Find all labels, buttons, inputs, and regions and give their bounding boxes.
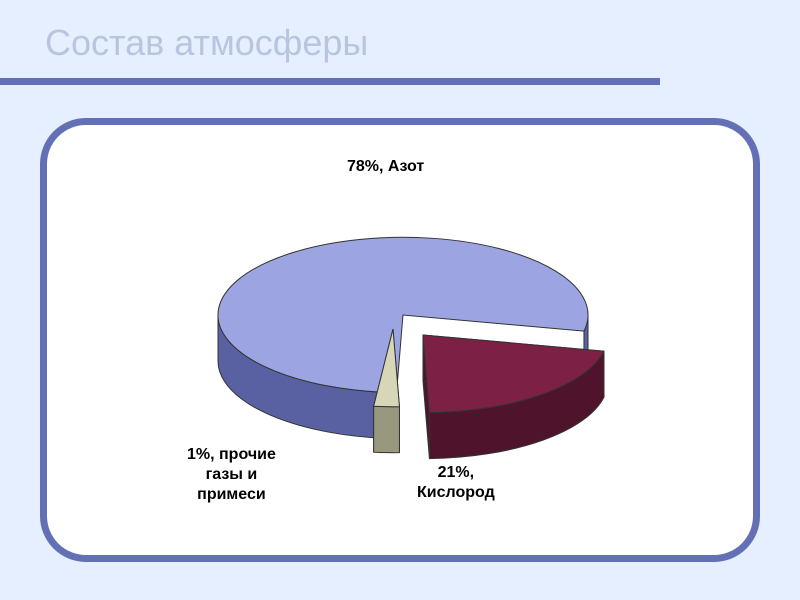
page-title: Состав атмосферы <box>45 22 368 64</box>
slide: Состав атмосферы 78%, Азот 21%, Кислород… <box>0 0 800 600</box>
pie-svg <box>47 125 767 569</box>
pie-chart: 78%, Азот 21%, Кислород 1%, прочие газы … <box>47 125 753 555</box>
chart-frame: 78%, Азот 21%, Кислород 1%, прочие газы … <box>40 118 760 562</box>
title-underline <box>0 78 660 85</box>
label-nitrogen: 78%, Азот <box>347 157 424 177</box>
label-oxygen: 21%, Кислород <box>417 463 495 503</box>
label-other: 1%, прочие газы и примеси <box>187 445 276 505</box>
